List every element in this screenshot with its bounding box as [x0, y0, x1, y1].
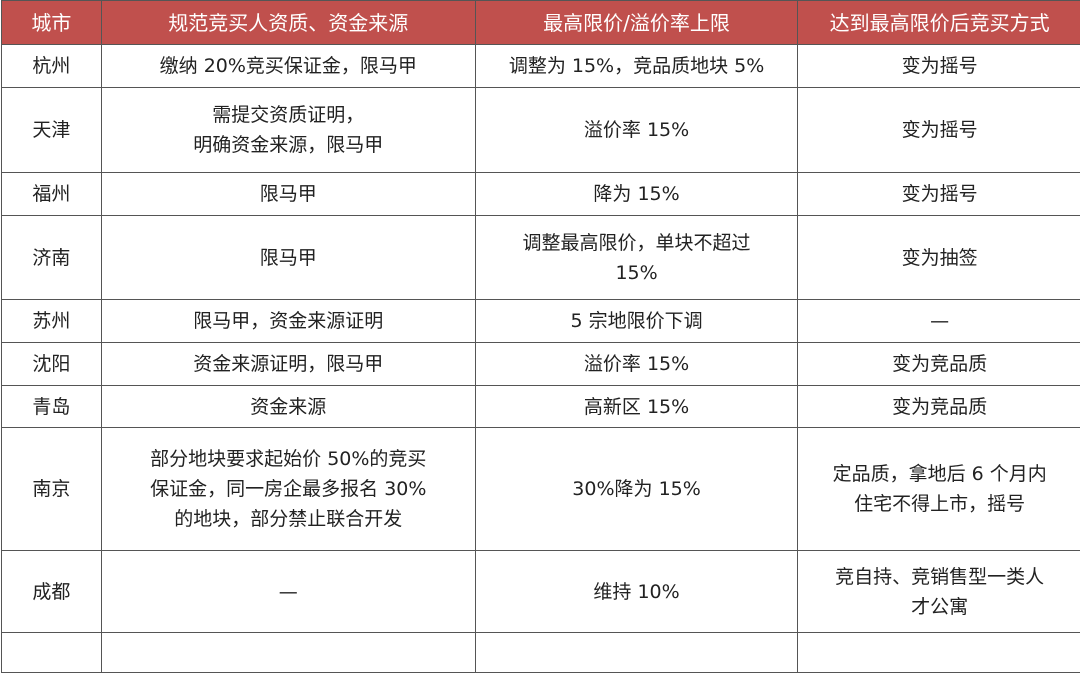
method-line: 变为竞品质 [804, 349, 1075, 379]
qualification-line: 限马甲 [108, 179, 469, 209]
city-cell: 杭州 [2, 45, 102, 88]
city-cell: 福州 [2, 173, 102, 216]
empty-cell [475, 633, 798, 673]
qualification-line: 限马甲，资金来源证明 [108, 306, 469, 336]
method-cell: 变为竞品质 [798, 386, 1080, 428]
method-line: 变为竞品质 [804, 392, 1075, 422]
table-row: 福州限马甲降为 15% 变为摇号 [2, 173, 1080, 216]
cap-line: 调整最高限价，单块不超过 [482, 228, 792, 258]
empty-cell [101, 633, 475, 673]
method-cell: 变为竞品质 [798, 343, 1080, 386]
city-cell: 南京 [2, 428, 102, 551]
cap-line: 溢价率 15% [482, 115, 792, 145]
qualification-line: 需提交资质证明， [108, 100, 469, 130]
city-cell: 天津 [2, 88, 102, 173]
cap-line: 维持 10% [482, 577, 792, 607]
table-row: 南京部分地块要求起始价 50%的竞买保证金，同一房企最多报名 30%的地块，部分… [2, 428, 1080, 551]
qualification-cell: 资金来源 [101, 386, 475, 428]
cap-cell: 维持 10% [475, 551, 798, 633]
method-line: 才公寓 [804, 592, 1075, 622]
method-line: 变为摇号 [804, 51, 1075, 81]
cap-line: 溢价率 15% [482, 349, 792, 379]
cap-line: 高新区 15% [482, 392, 792, 422]
cap-line: 15% [482, 258, 792, 288]
qualification-cell: 限马甲 [101, 216, 475, 300]
qualification-cell: 部分地块要求起始价 50%的竞买保证金，同一房企最多报名 30%的地块，部分禁止… [101, 428, 475, 551]
header-qualification: 规范竞买人资质、资金来源 [101, 1, 475, 45]
qualification-cell: 资金来源证明，限马甲 [101, 343, 475, 386]
table-row: 苏州限马甲，资金来源证明 5 宗地限价下调 — [2, 300, 1080, 343]
city-cell: 济南 [2, 216, 102, 300]
cap-line: 30%降为 15% [482, 474, 792, 504]
method-line: 竞自持、竞销售型一类人 [804, 562, 1075, 592]
qualification-line: 缴纳 20%竞买保证金，限马甲 [108, 51, 469, 81]
qualification-cell: 限马甲 [101, 173, 475, 216]
table-row: 沈阳资金来源证明，限马甲溢价率 15% 变为竞品质 [2, 343, 1080, 386]
cap-cell: 降为 15% [475, 173, 798, 216]
qualification-line: 资金来源 [108, 392, 469, 422]
qualification-line: 保证金，同一房企最多报名 30% [108, 474, 469, 504]
method-line: 变为抽签 [804, 243, 1075, 273]
method-cell: 变为摇号 [798, 45, 1080, 88]
table-row-partial [2, 633, 1080, 673]
cap-line: 降为 15% [482, 179, 792, 209]
method-line: 住宅不得上市，摇号 [804, 489, 1075, 519]
qualification-line: 部分地块要求起始价 50%的竞买 [108, 444, 469, 474]
empty-cell [2, 633, 102, 673]
qualification-line: 资金来源证明，限马甲 [108, 349, 469, 379]
cap-cell: 溢价率 15% [475, 343, 798, 386]
method-cell: 竞自持、竞销售型一类人才公寓 [798, 551, 1080, 633]
cap-line: 5 宗地限价下调 [482, 306, 792, 336]
cap-cell: 溢价率 15% [475, 88, 798, 173]
header-cap: 最高限价/溢价率上限 [475, 1, 798, 45]
method-line: 变为摇号 [804, 179, 1075, 209]
method-cell: 定品质，拿地后 6 个月内住宅不得上市，摇号 [798, 428, 1080, 551]
cap-cell: 30%降为 15% [475, 428, 798, 551]
table-row: 成都—维持 10%竞自持、竞销售型一类人才公寓 [2, 551, 1080, 633]
method-cell: 变为摇号 [798, 88, 1080, 173]
method-cell: — [798, 300, 1080, 343]
table-row: 杭州缴纳 20%竞买保证金，限马甲调整为 15%，竞品质地块 5% 变为摇号 [2, 45, 1080, 88]
cap-cell: 高新区 15% [475, 386, 798, 428]
header-row: 城市 规范竞买人资质、资金来源 最高限价/溢价率上限 达到最高限价后竞买方式 [2, 1, 1080, 45]
table-row: 天津需提交资质证明，明确资金来源，限马甲溢价率 15% 变为摇号 [2, 88, 1080, 173]
cap-cell: 调整为 15%，竞品质地块 5% [475, 45, 798, 88]
qualification-cell: 需提交资质证明，明确资金来源，限马甲 [101, 88, 475, 173]
qualification-cell: 缴纳 20%竞买保证金，限马甲 [101, 45, 475, 88]
header-city: 城市 [2, 1, 102, 45]
qualification-line: — [108, 577, 469, 607]
city-cell: 苏州 [2, 300, 102, 343]
header-method: 达到最高限价后竞买方式 [798, 1, 1080, 45]
cap-line: 调整为 15%，竞品质地块 5% [482, 51, 792, 81]
city-cell: 青岛 [2, 386, 102, 428]
qualification-line: 限马甲 [108, 243, 469, 273]
qualification-cell: 限马甲，资金来源证明 [101, 300, 475, 343]
method-cell: 变为抽签 [798, 216, 1080, 300]
city-cell: 沈阳 [2, 343, 102, 386]
method-line: 变为摇号 [804, 115, 1075, 145]
qualification-line: 明确资金来源，限马甲 [108, 130, 469, 160]
empty-cell [798, 633, 1080, 673]
qualification-line: 的地块，部分禁止联合开发 [108, 504, 469, 534]
method-line: — [804, 306, 1075, 336]
qualification-cell: — [101, 551, 475, 633]
method-line: 定品质，拿地后 6 个月内 [804, 459, 1075, 489]
city-cell: 成都 [2, 551, 102, 633]
table-row: 青岛资金来源高新区 15% 变为竞品质 [2, 386, 1080, 428]
method-cell: 变为摇号 [798, 173, 1080, 216]
cap-cell: 5 宗地限价下调 [475, 300, 798, 343]
